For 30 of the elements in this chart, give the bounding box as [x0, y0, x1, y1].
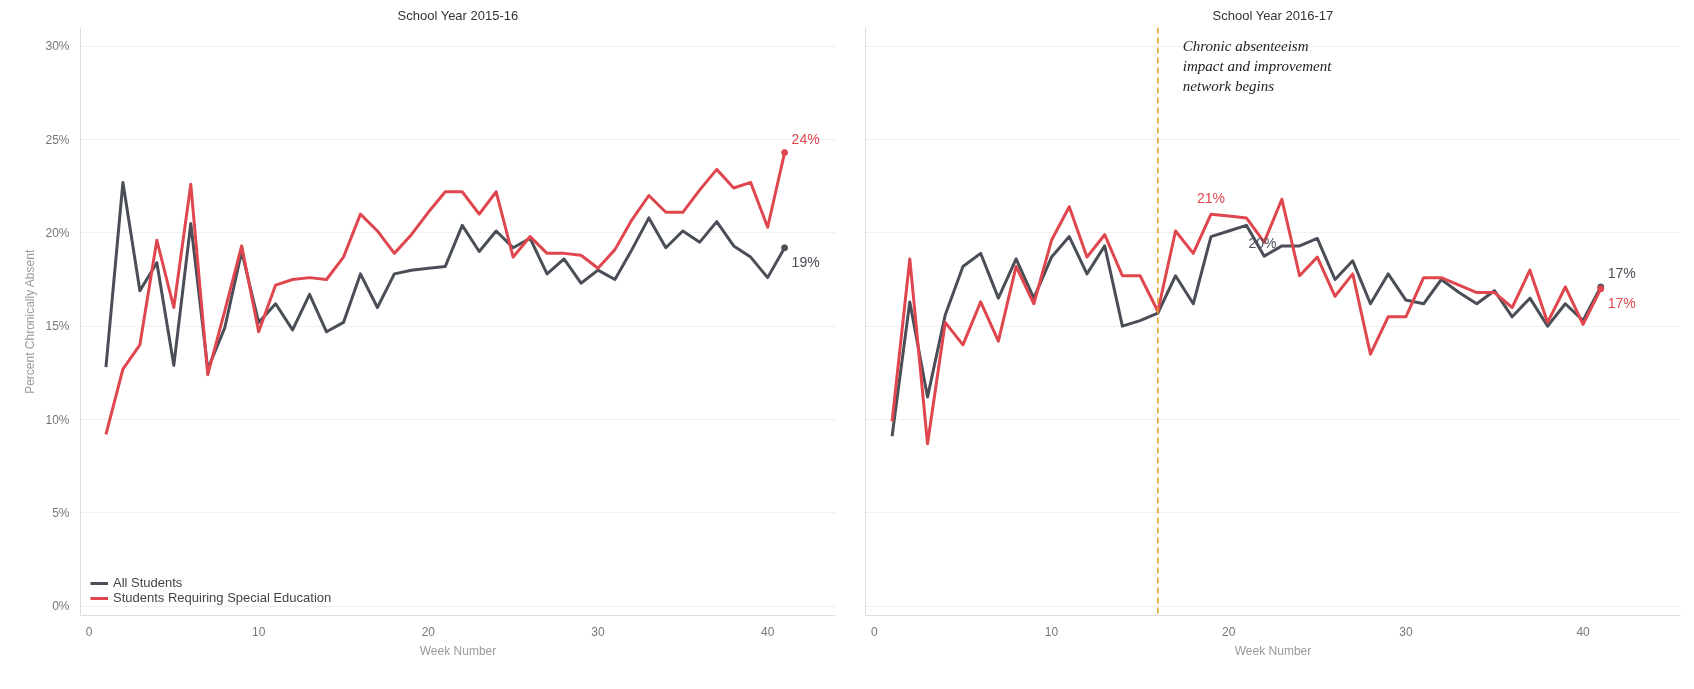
x-tick-label: 30 — [591, 624, 605, 639]
y-tick-label: 5% — [52, 505, 70, 520]
y-axis-title: Percent Chronically Absent — [23, 249, 38, 394]
x-axis-title: Week Number — [1234, 643, 1312, 658]
y-tick-label: 15% — [45, 319, 70, 334]
data-label: 24% — [791, 130, 820, 147]
data-label: 17% — [1607, 264, 1636, 281]
x-tick-label: 10 — [251, 624, 266, 639]
chart-title: School Year 2016-17 — [1212, 7, 1334, 23]
legend-label: All Students — [113, 575, 183, 590]
x-tick-label: 10 — [1044, 624, 1059, 639]
x-axis-title: Week Number — [419, 643, 497, 658]
x-tick-label: 30 — [1399, 624, 1413, 639]
data-label: 17% — [1607, 294, 1636, 311]
y-tick-label: 30% — [45, 39, 70, 54]
x-tick-label: 40 — [1576, 624, 1591, 639]
x-tick-label: 20 — [421, 624, 436, 639]
y-tick-label: 0% — [52, 599, 70, 614]
chart-title: School Year 2015-16 — [397, 7, 519, 23]
x-tick-label: 0 — [871, 624, 879, 639]
ref-line-label: Chronic absenteeism impact and improvement network begins — [1182, 37, 1333, 94]
y-tick-label: 25% — [45, 132, 70, 147]
y-tick-label: 20% — [45, 225, 70, 240]
data-label: 19% — [791, 253, 820, 270]
legend-label: Students Requiring Special Education — [113, 590, 332, 605]
x-tick-label: 20 — [1222, 624, 1236, 639]
y-tick-label: 10% — [45, 412, 70, 427]
x-tick-label: 40 — [760, 624, 775, 639]
data-label: 21% — [1196, 190, 1226, 207]
x-tick-label: 0 — [85, 624, 93, 639]
